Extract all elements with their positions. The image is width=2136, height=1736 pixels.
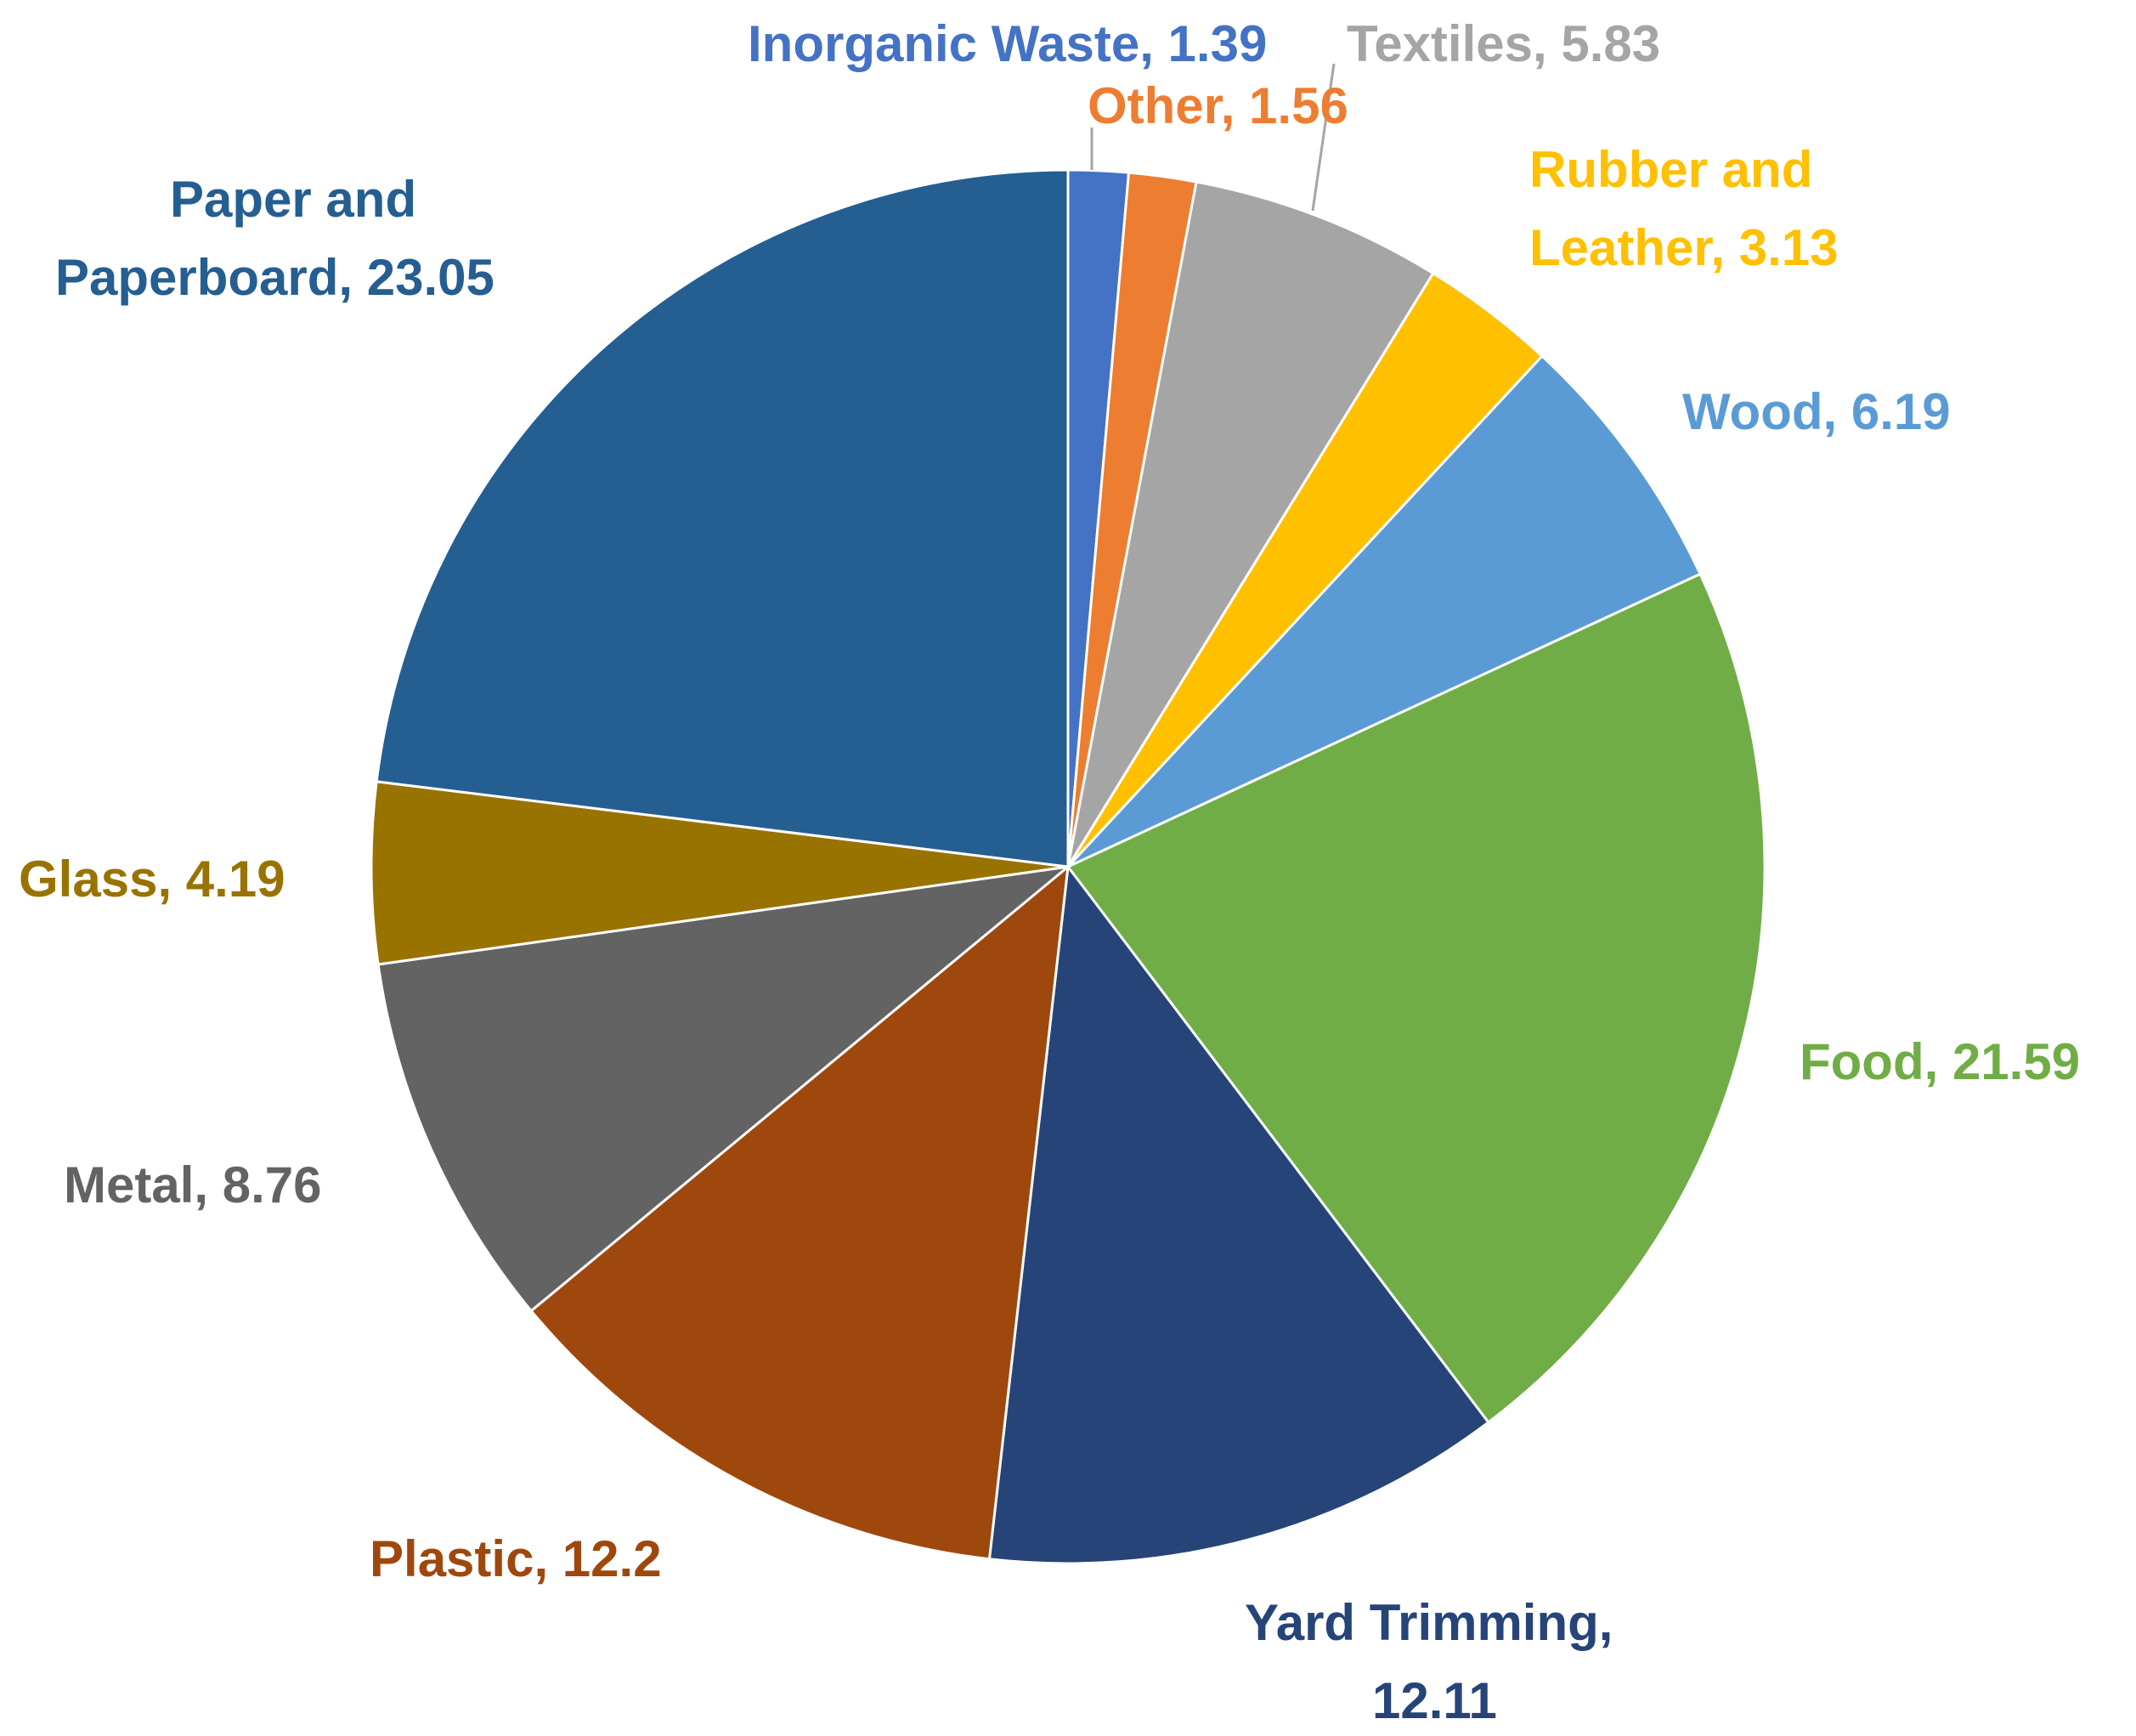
slice-label-wood: Wood, 6.19 xyxy=(1682,383,1951,440)
slices-layer xyxy=(370,168,1766,1565)
slice-label-rubber-and-leather: Rubber and Leather, 3.13 xyxy=(1529,141,1839,276)
slice-label-inorganic-waste: Inorganic Waste, 1.39 xyxy=(748,15,1267,72)
pie-slice-textiles xyxy=(1066,180,1435,868)
slice-label-textiles: Textiles, 5.83 xyxy=(1347,15,1660,72)
leader-lines-layer xyxy=(1090,63,1336,212)
slice-label-other: Other, 1.56 xyxy=(1088,77,1348,134)
pie-slice-yard-trimming xyxy=(987,863,1490,1565)
pie-slice-plastic xyxy=(529,863,1070,1561)
slice-label-plastic: Plastic, 12.2 xyxy=(370,1530,662,1587)
leader-line-textiles xyxy=(1311,63,1336,212)
slice-label-food: Food, 21.59 xyxy=(1800,1033,2080,1090)
pie-slice-glass xyxy=(370,780,1069,966)
pie-slice-wood xyxy=(1066,353,1703,868)
pie-slice-food xyxy=(1065,572,1766,1424)
pie-slice-metal xyxy=(376,864,1073,1313)
slice-label-paper-and-paperboard: Paper and Paperboard, 23.05 xyxy=(55,171,494,306)
pie-slice-paper-and-paperboard xyxy=(375,168,1070,868)
slice-label-yard-trimming: Yard Trimming, 12.11 xyxy=(1245,1594,1613,1729)
slice-label-glass: Glass, 4.19 xyxy=(19,851,285,908)
slice-label-metal: Metal, 8.76 xyxy=(64,1156,322,1213)
